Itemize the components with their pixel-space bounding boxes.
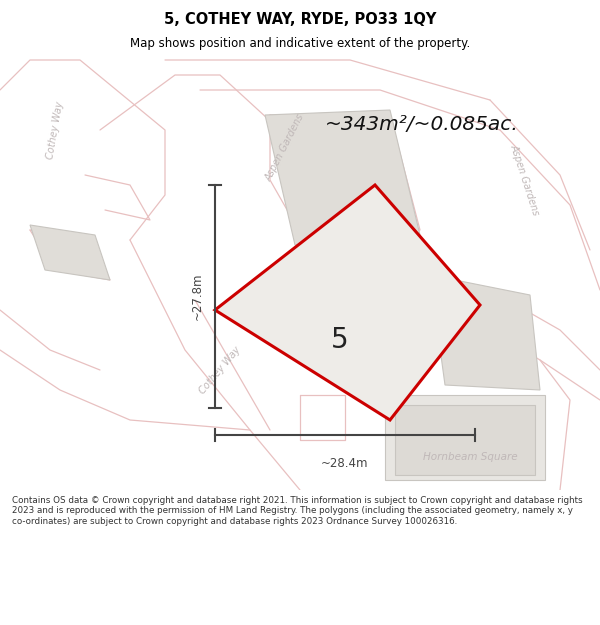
Text: Map shows position and indicative extent of the property.: Map shows position and indicative extent… (130, 38, 470, 51)
Text: Cothey Way: Cothey Way (45, 101, 65, 159)
Text: ~27.8m: ~27.8m (191, 272, 203, 320)
Polygon shape (215, 185, 480, 420)
Polygon shape (265, 110, 420, 245)
Polygon shape (30, 225, 110, 280)
Text: Cothey Way: Cothey Way (197, 344, 242, 396)
Polygon shape (395, 405, 535, 475)
Text: ~343m²/~0.085ac.: ~343m²/~0.085ac. (325, 116, 519, 134)
Polygon shape (430, 275, 540, 390)
Text: Hornbeam Square: Hornbeam Square (422, 452, 517, 462)
Text: Contains OS data © Crown copyright and database right 2021. This information is : Contains OS data © Crown copyright and d… (12, 496, 583, 526)
Text: Aspen Gardens: Aspen Gardens (263, 112, 307, 183)
Text: Aspen Gardens: Aspen Gardens (509, 143, 541, 217)
Text: 5, COTHEY WAY, RYDE, PO33 1QY: 5, COTHEY WAY, RYDE, PO33 1QY (164, 12, 436, 27)
Text: 5: 5 (331, 326, 349, 354)
Text: ~28.4m: ~28.4m (321, 457, 369, 470)
Polygon shape (385, 395, 545, 480)
